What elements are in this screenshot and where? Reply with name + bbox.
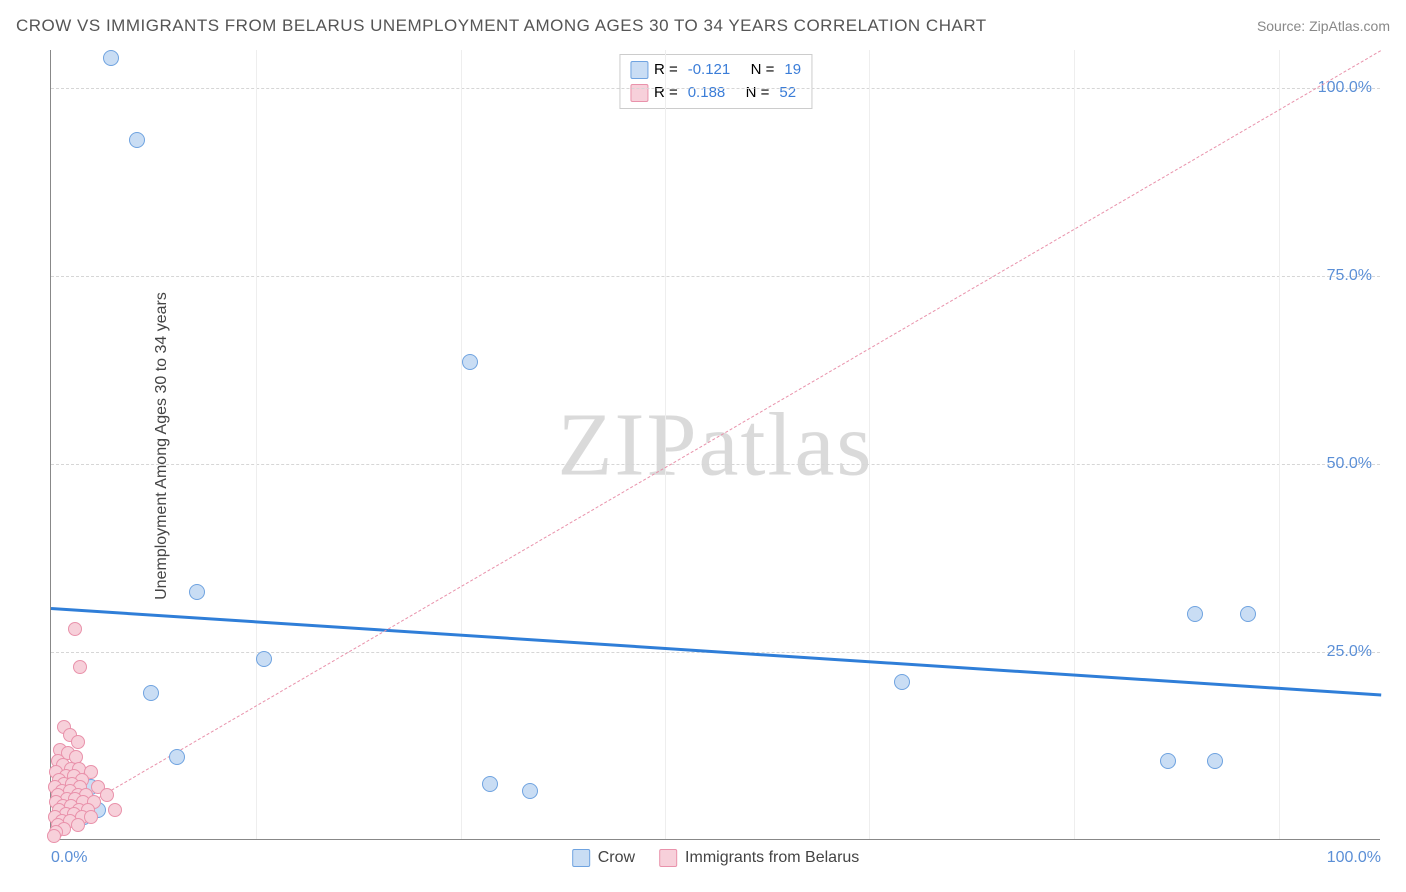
watermark: ZIPatlas: [558, 393, 874, 496]
data-point: [73, 660, 87, 674]
data-point: [103, 50, 119, 66]
y-tick-label: 25.0%: [1327, 643, 1372, 661]
n-value-belarus: 52: [779, 82, 796, 105]
gridline-vertical: [256, 50, 257, 839]
gridline-vertical: [1279, 50, 1280, 839]
gridline-vertical: [461, 50, 462, 839]
n-label: N =: [746, 82, 770, 105]
legend-swatch-crow: [630, 61, 648, 79]
gridline-horizontal: [51, 276, 1380, 277]
data-point: [1207, 753, 1223, 769]
y-tick-label: 75.0%: [1327, 267, 1372, 285]
legend-label-belarus: Immigrants from Belarus: [685, 849, 859, 867]
plot-area: ZIPatlas R = -0.121 N = 19 R = 0.188 N =…: [50, 50, 1380, 840]
x-tick-label: 100.0%: [1327, 849, 1381, 867]
data-point: [47, 829, 61, 843]
correlation-legend: R = -0.121 N = 19 R = 0.188 N = 52: [619, 54, 812, 109]
y-tick-label: 50.0%: [1327, 455, 1372, 473]
x-tick-label: 0.0%: [51, 849, 87, 867]
source-attribution: Source: ZipAtlas.com: [1257, 18, 1390, 34]
legend-item-crow: Crow: [572, 849, 635, 867]
gridline-vertical: [869, 50, 870, 839]
data-point: [68, 622, 82, 636]
correlation-legend-row-2: R = 0.188 N = 52: [630, 82, 801, 105]
n-label: N =: [751, 59, 775, 82]
data-point: [129, 132, 145, 148]
legend-label-crow: Crow: [598, 849, 635, 867]
r-value-belarus: 0.188: [688, 82, 726, 105]
data-point: [71, 818, 85, 832]
data-point: [100, 788, 114, 802]
n-value-crow: 19: [784, 59, 801, 82]
gridline-horizontal: [51, 464, 1380, 465]
source-link[interactable]: ZipAtlas.com: [1309, 18, 1390, 34]
legend-swatch-crow: [572, 849, 590, 867]
data-point: [256, 651, 272, 667]
data-point: [143, 685, 159, 701]
legend-item-belarus: Immigrants from Belarus: [659, 849, 859, 867]
series-legend: Crow Immigrants from Belarus: [572, 849, 860, 867]
trend-line-immigrants-from-belarus: [51, 50, 1381, 826]
gridline-vertical: [665, 50, 666, 839]
data-point: [1187, 606, 1203, 622]
data-point: [169, 749, 185, 765]
chart-title: CROW VS IMMIGRANTS FROM BELARUS UNEMPLOY…: [16, 16, 987, 36]
data-point: [482, 776, 498, 792]
legend-swatch-belarus: [630, 84, 648, 102]
data-point: [84, 810, 98, 824]
correlation-legend-row-1: R = -0.121 N = 19: [630, 59, 801, 82]
data-point: [108, 803, 122, 817]
data-point: [894, 674, 910, 690]
data-point: [522, 783, 538, 799]
data-point: [462, 354, 478, 370]
r-value-crow: -0.121: [688, 59, 731, 82]
data-point: [189, 584, 205, 600]
chart-container: CROW VS IMMIGRANTS FROM BELARUS UNEMPLOY…: [0, 0, 1406, 892]
title-bar: CROW VS IMMIGRANTS FROM BELARUS UNEMPLOY…: [16, 16, 1390, 36]
legend-swatch-belarus: [659, 849, 677, 867]
gridline-vertical: [1074, 50, 1075, 839]
data-point: [1240, 606, 1256, 622]
source-label: Source:: [1257, 18, 1305, 34]
data-point: [1160, 753, 1176, 769]
gridline-horizontal: [51, 88, 1380, 89]
